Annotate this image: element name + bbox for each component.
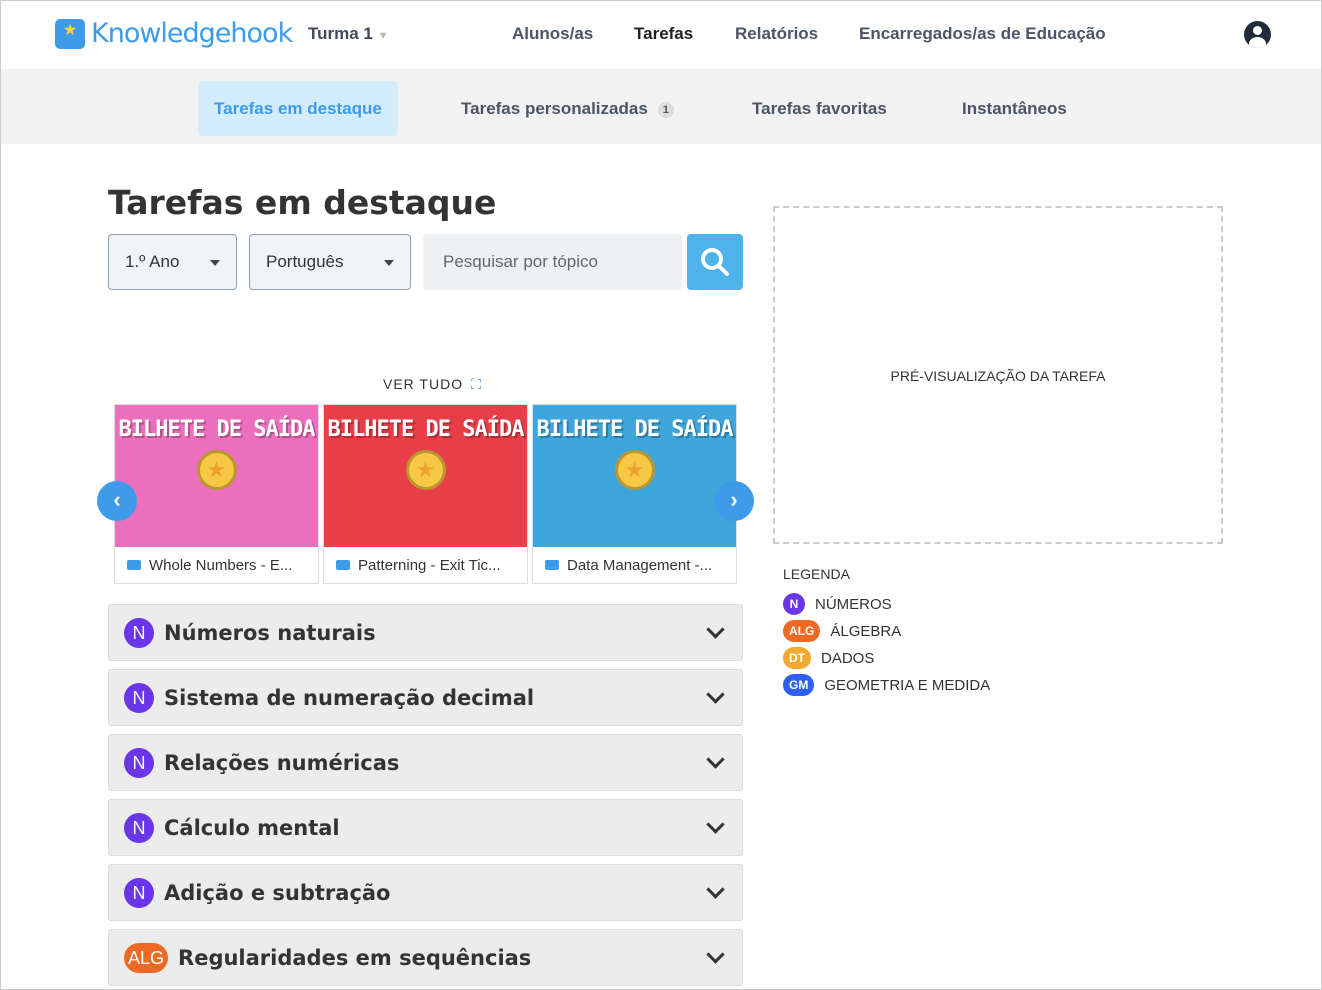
chevron-down-icon bbox=[706, 880, 725, 899]
legend-item: N NÚMEROS bbox=[783, 593, 892, 615]
folder-icon bbox=[127, 560, 141, 570]
topic-label: Adição e subtração bbox=[164, 880, 391, 905]
card-thumbnail: BILHETE DE SAÍDA ★ bbox=[115, 405, 318, 547]
top-bar: ★ Knowledgehook Turma 1 ▼ Alunos/as Taref… bbox=[1, 1, 1321, 69]
nav-tasks[interactable]: Tarefas bbox=[634, 24, 694, 43]
task-preview: PRÉ-VISUALIZAÇÃO DA TAREFA bbox=[773, 206, 1223, 544]
card-banner: BILHETE DE SAÍDA bbox=[118, 417, 316, 442]
topic-accordion[interactable]: N Sistema de numeração decimal bbox=[108, 669, 743, 726]
task-card[interactable]: BILHETE DE SAÍDA ★ Data Management -... bbox=[532, 404, 737, 584]
book-star-icon: ★ bbox=[55, 18, 85, 49]
chevron-down-icon bbox=[706, 750, 725, 769]
legend-item: ALG ÁLGEBRA bbox=[783, 620, 901, 642]
expand-icon: ⛶ bbox=[471, 376, 482, 392]
lightbulb-icon: ★ bbox=[196, 450, 237, 490]
topic-accordion[interactable]: N Adição e subtração bbox=[108, 864, 743, 921]
legend-label: GEOMETRIA E MEDIDA bbox=[824, 676, 991, 694]
topic-label: Números naturais bbox=[164, 620, 376, 645]
legend-label: ÁLGEBRA bbox=[830, 622, 902, 640]
see-all-link[interactable]: VER TUDO ⛶ bbox=[383, 376, 482, 393]
sub-tabs: Tarefas em destaque Tarefas personalizad… bbox=[1, 69, 1321, 144]
search-button[interactable] bbox=[687, 234, 743, 290]
nav-guardians[interactable]: Encarregados/as de Educação bbox=[859, 24, 1106, 43]
topic-label: Regularidades em sequências bbox=[178, 945, 532, 970]
card-title: Data Management -... bbox=[567, 557, 713, 574]
topic-label: Cálculo mental bbox=[164, 815, 340, 840]
card-caption: Data Management -... bbox=[533, 547, 736, 585]
lightbulb-icon: ★ bbox=[405, 450, 446, 490]
chevron-down-icon bbox=[706, 620, 725, 639]
legend-tag: N bbox=[783, 593, 805, 615]
page-title: Tarefas em destaque bbox=[108, 183, 497, 222]
topic-accordion[interactable]: ALG Regularidades em sequências bbox=[108, 929, 743, 986]
tab-label: Tarefas personalizadas bbox=[461, 99, 648, 118]
strand-tag: N bbox=[124, 747, 154, 778]
carousel-prev-button[interactable]: ‹ bbox=[97, 481, 137, 521]
folder-icon bbox=[336, 560, 350, 570]
tab-favorites[interactable]: Tarefas favoritas bbox=[752, 99, 887, 118]
card-caption: Patterning - Exit Tic... bbox=[324, 547, 527, 585]
user-avatar-icon[interactable] bbox=[1244, 21, 1271, 48]
caret-down-icon: ▼ bbox=[377, 30, 389, 42]
topic-accordion[interactable]: N Relações numéricas bbox=[108, 734, 743, 791]
legend-item: DT DADOS bbox=[783, 647, 874, 669]
card-title: Whole Numbers - E... bbox=[149, 557, 293, 574]
grade-select[interactable]: 1.º Ano bbox=[108, 234, 237, 290]
nav-students[interactable]: Alunos/as bbox=[512, 24, 594, 43]
strand-tag: N bbox=[124, 617, 154, 648]
legend-label: NÚMEROS bbox=[815, 595, 892, 613]
subject-select[interactable]: Português bbox=[249, 234, 411, 290]
search-input[interactable] bbox=[423, 234, 682, 290]
search-icon bbox=[701, 248, 729, 276]
folder-icon bbox=[545, 560, 559, 570]
card-caption: Whole Numbers - E... bbox=[115, 547, 318, 585]
legend-tag: GM bbox=[783, 674, 815, 696]
card-banner: BILHETE DE SAÍDA bbox=[536, 417, 734, 442]
logo[interactable]: ★ Knowledgehook bbox=[55, 18, 293, 49]
chevron-down-icon bbox=[706, 815, 725, 834]
task-card[interactable]: BILHETE DE SAÍDA ★ Patterning - Exit Tic..… bbox=[323, 404, 528, 584]
chevron-down-icon bbox=[706, 945, 725, 964]
topic-accordion[interactable]: N Números naturais bbox=[108, 604, 743, 661]
tab-featured[interactable]: Tarefas em destaque bbox=[198, 81, 398, 136]
legend-label: DADOS bbox=[821, 649, 875, 667]
strand-tag: ALG bbox=[124, 942, 169, 973]
card-thumbnail: BILHETE DE SAÍDA ★ bbox=[324, 405, 527, 547]
card-title: Patterning - Exit Tic... bbox=[358, 557, 501, 574]
chevron-down-icon bbox=[706, 685, 725, 704]
see-all-label: VER TUDO bbox=[383, 376, 464, 392]
nav-reports[interactable]: Relatórios bbox=[735, 24, 819, 43]
card-thumbnail: BILHETE DE SAÍDA ★ bbox=[533, 405, 736, 547]
class-selector[interactable]: Turma 1 ▼ bbox=[308, 24, 389, 43]
count-badge: 1 bbox=[657, 101, 674, 118]
strand-tag: N bbox=[124, 682, 154, 713]
tab-snapshots[interactable]: Instantâneos bbox=[962, 99, 1067, 118]
legend-item: GM GEOMETRIA E MEDIDA bbox=[783, 674, 990, 696]
legend-tag: ALG bbox=[783, 620, 821, 642]
tab-custom[interactable]: Tarefas personalizadas 1 bbox=[445, 81, 690, 136]
carousel-next-button[interactable]: › bbox=[714, 481, 754, 521]
topic-label: Relações numéricas bbox=[164, 750, 400, 775]
strand-tag: N bbox=[124, 877, 154, 908]
legend-title: LEGENDA bbox=[783, 566, 850, 582]
task-card[interactable]: BILHETE DE SAÍDA ★ Whole Numbers - E... bbox=[114, 404, 319, 584]
topic-label: Sistema de numeração decimal bbox=[164, 685, 535, 710]
legend-tag: DT bbox=[783, 647, 811, 669]
strand-tag: N bbox=[124, 812, 154, 843]
card-banner: BILHETE DE SAÍDA bbox=[327, 417, 525, 442]
lightbulb-icon: ★ bbox=[614, 450, 655, 490]
topic-accordion[interactable]: N Cálculo mental bbox=[108, 799, 743, 856]
